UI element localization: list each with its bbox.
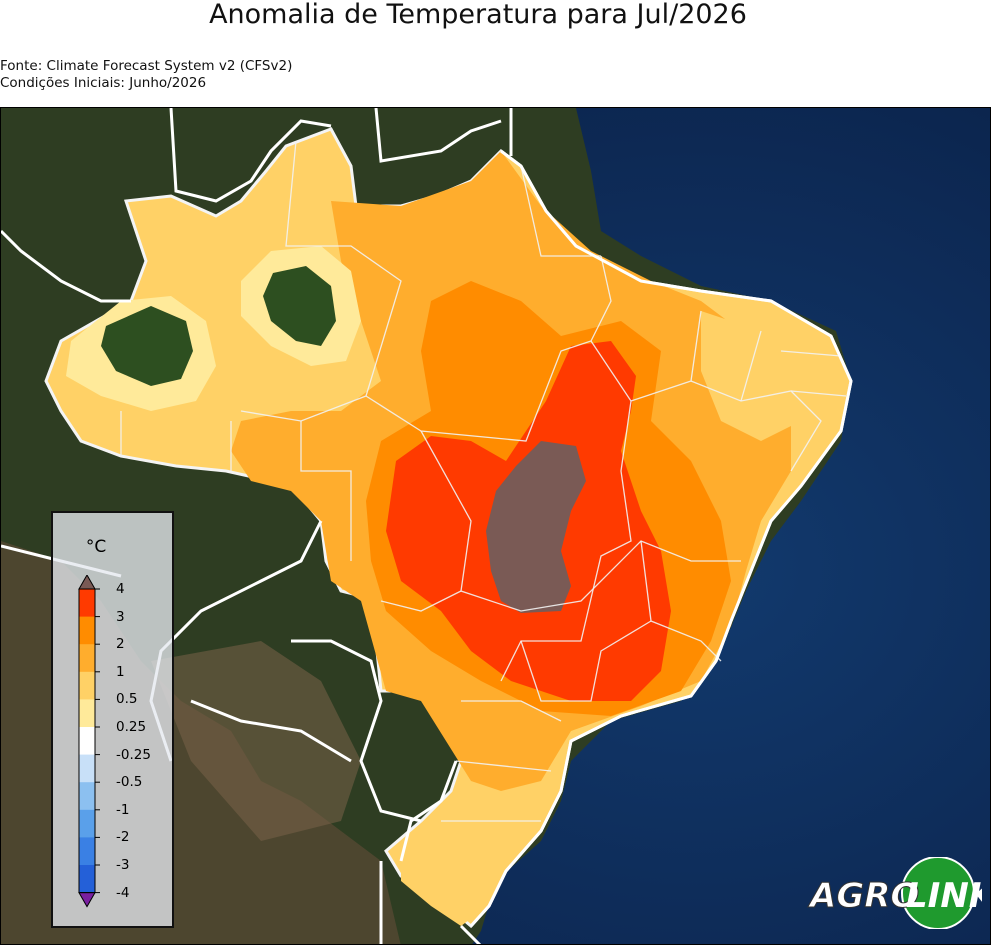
logo-text-agro: AGRO [807,876,919,916]
colorbar-bin [79,589,95,618]
colorbar-bin [79,616,95,645]
legend-tick-label: -0.5 [116,774,143,791]
colorbar-bin [79,809,95,838]
colorbar [78,575,100,908]
agrolink-logo: AGRO LINK [807,857,982,929]
map-metadata: Fonte: Climate Forecast System v2 (CFSv2… [0,58,292,92]
colorbar-outline [78,588,96,894]
map-title: Anomalia de Temperatura para Jul/2026 [209,0,747,30]
legend-tick-label: 4 [116,581,125,597]
arid-terrain [151,641,361,841]
logo-text-link: LINK [906,876,982,916]
state-borders [120,140,847,822]
legend-tick-label: -4 [116,884,130,901]
colorbar-bin [79,754,95,783]
legend-tick-label: 2 [116,636,125,653]
initial-conditions-text: Condições Iniciais: Junho/2026 [0,75,207,91]
neutral-zone-west [101,306,193,386]
legend-tick-label: -1 [116,801,130,818]
legend-tick-label: -0.25 [116,746,151,763]
legend-unit-label: °C [85,537,107,557]
colorbar-under-arrow [78,892,96,908]
legend-panel: °C 4 3 2 1 0.5 0.25 -0.25 -0.5 -1 -2 -3 -4 [51,511,174,928]
neutral-zone-north [263,266,336,346]
legend-tick-label: -3 [116,857,130,873]
colorbar-bin [79,782,95,811]
colorbar-over-arrow [78,575,96,590]
colorbar-bin [79,671,95,700]
anomaly-over4 [486,441,586,613]
colorbar-bin [79,644,95,673]
colorbar-bin [79,837,95,866]
legend-tick-label: 1 [116,663,125,680]
source-text: Fonte: Climate Forecast System v2 (CFSv2… [0,58,293,74]
colorbar-bin [79,727,95,756]
anomaly-lower-cool [401,851,491,926]
legend-tick-label: -2 [116,829,130,846]
coastline [469,149,853,928]
colorbar-bin [79,865,95,894]
colorbar-bin [79,699,95,728]
legend-tick-label: 0.25 [116,719,147,735]
country-borders [1,108,513,944]
legend-tick-label: 0.5 [116,691,138,708]
anomaly-05to1-north [701,311,801,441]
legend-tick-label: 3 [116,608,125,625]
